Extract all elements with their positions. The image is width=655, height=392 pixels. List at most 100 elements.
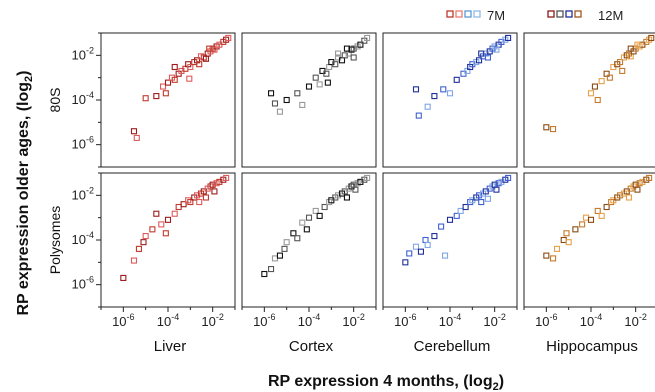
data-point	[276, 252, 283, 259]
tick-base: 10	[580, 314, 594, 329]
y-axis-title: RP expression older ages, (log2)	[15, 70, 35, 315]
row-label-80s: 80S	[47, 88, 63, 113]
data-point	[591, 83, 598, 90]
data-point	[202, 194, 209, 201]
data-point	[209, 181, 216, 188]
tick-base: 10	[624, 314, 638, 329]
data-point	[587, 90, 595, 97]
data-point	[316, 212, 323, 219]
data-point	[171, 63, 178, 71]
y-tick-label: 10-4	[72, 90, 94, 107]
y-tick-label: 10-6	[72, 135, 94, 152]
data-point	[357, 41, 364, 48]
data-point	[196, 199, 203, 206]
data-point	[225, 34, 232, 42]
data-point	[543, 252, 550, 259]
tick-base: 10	[342, 314, 356, 329]
data-point	[140, 239, 147, 246]
data-point	[294, 90, 301, 97]
data-point	[634, 186, 641, 193]
data-point	[446, 216, 454, 223]
data-point	[476, 57, 483, 64]
data-point	[493, 46, 500, 53]
data-point	[149, 226, 156, 233]
data-point	[153, 210, 160, 217]
data-point	[142, 233, 149, 240]
data-point	[594, 96, 601, 104]
panel-grid: 10-610-410-210-610-610-410-410-210-210-6…	[72, 32, 655, 329]
data-point	[305, 83, 313, 90]
x-tick-label: 10-2	[201, 312, 223, 329]
panel-80s-hippocampus	[523, 32, 655, 168]
data-point	[587, 216, 595, 223]
data-point	[550, 255, 557, 262]
x-axis-title-sub: 2	[493, 381, 499, 392]
tick-exponent: -2	[639, 312, 647, 322]
data-point	[153, 93, 160, 100]
x-tick-label: 10-6	[535, 312, 557, 329]
data-point	[196, 61, 203, 68]
data-point	[617, 192, 624, 199]
data-point	[478, 50, 485, 57]
x-tick-label: 10-6	[112, 312, 134, 329]
tick-exponent: -6	[86, 135, 94, 145]
tick-base: 10	[112, 314, 126, 329]
tick-exponent: -4	[594, 312, 602, 322]
tick-base: 10	[72, 92, 86, 107]
panel-frame	[523, 32, 655, 168]
data-point	[324, 79, 331, 86]
y-tick-label: 10-6	[72, 275, 94, 292]
data-point	[606, 74, 613, 81]
data-point	[299, 101, 306, 109]
data-point	[603, 203, 610, 211]
data-point	[617, 59, 624, 66]
legend-label-12m: 12M	[598, 8, 623, 23]
tick-exponent: -4	[453, 312, 461, 322]
data-point	[162, 230, 169, 237]
panel-frame	[100, 172, 236, 308]
x-axis-title-close: )	[499, 373, 504, 390]
legend-swatch	[565, 10, 573, 18]
data-point	[598, 78, 605, 85]
data-point	[316, 81, 323, 88]
tick-exponent: -2	[86, 185, 94, 195]
column-label-hippocampus: Hippocampus	[546, 338, 638, 355]
data-point	[594, 207, 601, 214]
data-point	[505, 174, 512, 182]
x-tick-label: 10-2	[483, 312, 505, 329]
column-label-cortex: Cortex	[289, 338, 334, 355]
tick-base: 10	[298, 314, 312, 329]
data-point	[202, 55, 209, 62]
tick-base: 10	[72, 47, 86, 62]
tick-exponent: -2	[86, 45, 94, 55]
panel-polysomes-hippocampus: 10-6 10-4 10-2	[523, 172, 655, 329]
legend-12m-swatches	[547, 10, 582, 18]
tick-exponent: -2	[357, 312, 365, 322]
panel-polysomes-cortex: 10-6 10-4 10-2	[241, 172, 377, 329]
column-label-cerebellum: Cerebellum	[414, 338, 491, 355]
data-point	[505, 34, 512, 42]
tick-exponent: -6	[86, 275, 94, 285]
data-point	[164, 79, 172, 86]
tick-base: 10	[72, 137, 86, 152]
data-point	[283, 96, 290, 104]
tick-exponent: -6	[268, 312, 276, 322]
data-point	[603, 70, 610, 77]
tick-base: 10	[483, 314, 497, 329]
data-point	[364, 34, 371, 42]
data-point	[476, 192, 483, 199]
data-point	[290, 230, 297, 237]
panel-polysomes-liver: 10-610-610-410-410-210-2	[72, 172, 236, 329]
tick-base: 10	[72, 187, 86, 202]
data-point	[402, 259, 409, 266]
y-axis-title-close: )	[15, 70, 32, 75]
tick-base: 10	[439, 314, 453, 329]
data-point	[312, 207, 319, 214]
data-point	[352, 186, 359, 193]
tick-exponent: -4	[171, 312, 179, 322]
data-point	[619, 67, 626, 74]
data-point	[323, 70, 330, 77]
data-point	[180, 201, 187, 208]
legend-7m-swatches	[446, 10, 481, 18]
